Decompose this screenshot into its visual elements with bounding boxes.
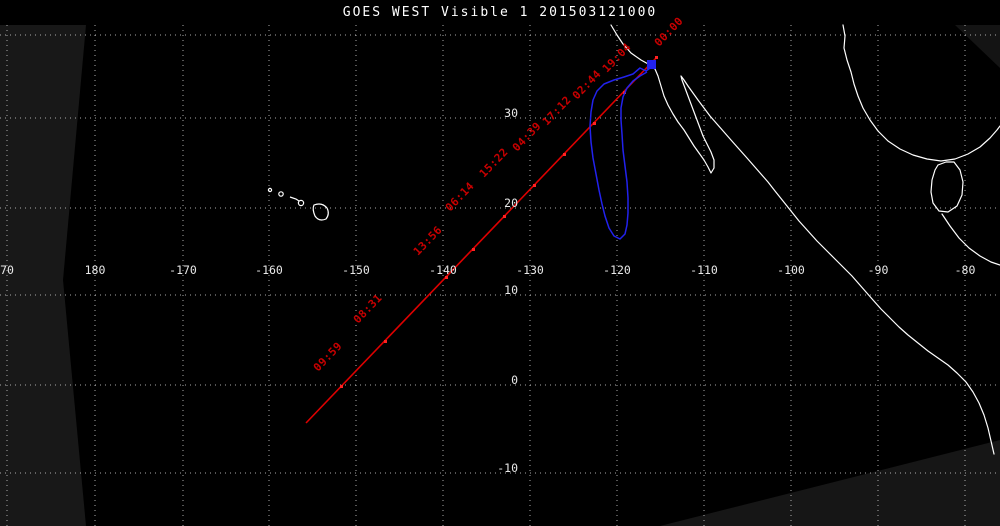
lon-label: -160 [255,263,283,277]
red-track-time-labels: 00:00 19:04 02:44 17:12 04:39 15:22 06:1… [311,14,686,374]
lat-label: 20 [504,196,518,210]
time-label: 06:14 [443,179,477,214]
time-label: 17:12 [540,93,574,128]
lon-label: 70 [0,263,14,277]
blue-track [589,60,656,240]
lon-label: -150 [342,263,370,277]
time-label: 00:00 [652,14,686,49]
island-molokai [289,196,300,202]
limb-top-right [955,25,1000,68]
hawaii-islands [267,187,329,221]
limb-regions [0,25,1000,526]
lon-label: -170 [169,263,197,277]
time-label: 15:22 [477,145,511,180]
longitude-labels: 70 180 -170 -160 -150 -140 -130 -120 -11… [0,263,975,277]
blue-square-marker [647,60,656,69]
red-tick [384,340,387,343]
red-tick [563,153,566,156]
lon-label: -80 [955,263,976,277]
coastlines [610,24,1000,455]
red-tick [533,184,536,187]
island-oahu [278,191,284,197]
time-label: 04:39 [510,119,544,154]
time-label: 13:56 [411,223,445,258]
red-tick [503,215,506,218]
limb-left [0,25,86,526]
coast-yucatan [930,161,964,213]
lon-label: -120 [603,263,631,277]
limb-bottom-right [660,440,1000,526]
island-maui [297,199,305,207]
lon-label: -110 [690,263,718,277]
lat-label: 10 [504,283,518,297]
lat-label: 30 [504,106,518,120]
time-label: 08:31 [351,291,385,326]
lon-label: -100 [777,263,805,277]
red-tick [593,122,596,125]
lat-label: 0 [511,373,518,387]
island-kauai [267,187,273,193]
grid-lines [0,25,1000,526]
coast-california-baja-mexico [610,24,995,455]
red-tick [655,56,658,59]
time-label: 09:59 [311,339,345,374]
lon-label: -90 [868,263,889,277]
red-tick [445,276,448,279]
lon-label: 180 [85,263,106,277]
red-tick [472,248,475,251]
coast-caribbean [941,213,1000,266]
blue-track-line [589,65,654,240]
axis-labels: 30 20 10 0 -10 70 180 -170 -160 -150 -14… [0,106,975,475]
lon-label: -130 [516,263,544,277]
coast-gulf-of-mexico [842,24,1000,162]
time-label: 02:44 [570,67,604,102]
image-title: GOES WEST Visible 1 201503121000 [342,5,658,20]
lon-label: -140 [429,263,457,277]
island-hawaii-big-island [312,203,329,221]
lat-label: -10 [497,461,518,475]
latitude-labels: 30 20 10 0 -10 [497,106,518,475]
red-tick [340,385,343,388]
red-track-line [305,56,658,424]
